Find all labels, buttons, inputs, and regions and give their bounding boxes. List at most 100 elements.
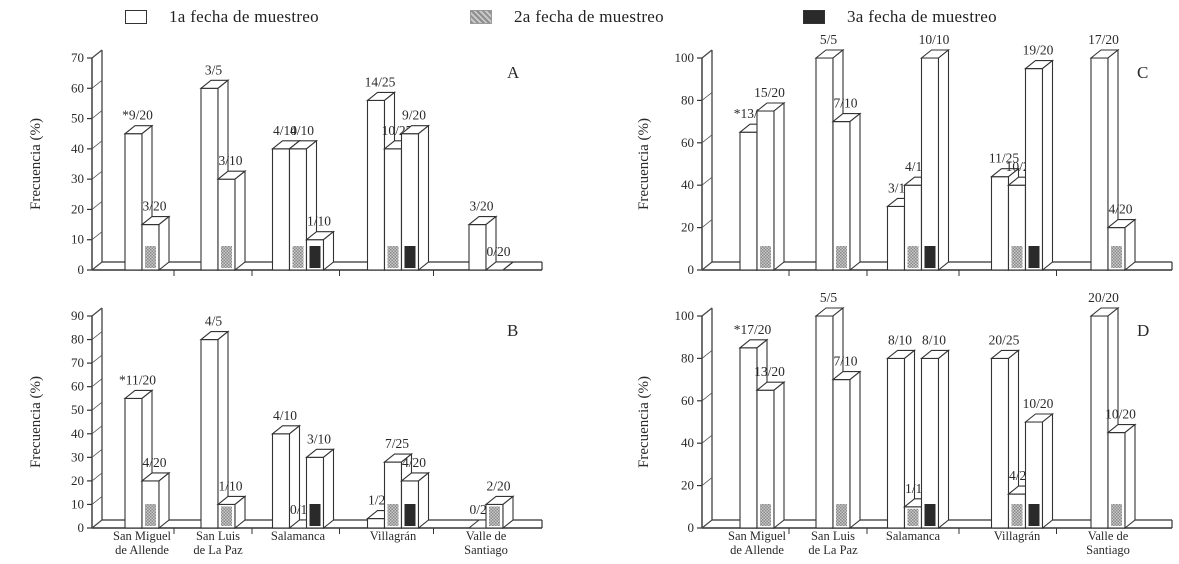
data-label: 0/20 [486,244,510,259]
data-label: 3/20 [469,199,493,214]
bar-marker-black [1028,246,1040,268]
bar-d-3: 8/10 [919,332,951,530]
y-tick-label: 80 [681,350,694,365]
data-label: 9/20 [402,108,426,123]
legend-item-fecha-1: 1a fecha de muestreo [125,7,319,27]
y-tick-label: 80 [71,332,84,347]
y-tick-label: 100 [675,50,695,65]
y-axis-label: Frecuencia (%) [28,118,44,210]
data-label: *11/20 [119,372,156,387]
bar-d-2: 10/20 [1105,407,1137,530]
bar-b-3: 4/20 [399,455,431,530]
bar-marker-gray [1111,246,1122,268]
x-category-label: San Miguel de Allende [113,529,172,557]
chart-panel-d: 0 20 40 60 80 100 Frecuencia (%) D *17/20 13/20 5/… [636,290,1173,557]
data-label: 7/25 [385,436,409,451]
bar-marker-gray [760,504,771,526]
y-tick-depth [91,425,103,435]
panel-letter: D [1137,321,1149,340]
data-label: 7/10 [833,354,857,369]
bar-marker-gray [489,506,500,526]
y-tick-depth [701,92,713,101]
bar-a-3: 1/10 [304,214,336,272]
legend-label: 3a fecha de muestreo [847,7,997,26]
x-category-label: San Miguel de Allende [728,529,787,557]
x-category-label: San Luis de La Paz [808,529,858,557]
y-tick-depth [701,49,713,59]
y-tick-label: 20 [681,478,694,493]
bar-marker-black [1028,504,1040,526]
chart-panel-a: 0 10 20 30 40 50 60 70 Frecuencia (%) A *9/20 3/20 3… [28,49,543,277]
bar-front [815,57,834,271]
bar-a-3: 9/20 [399,108,431,272]
y-tick-depth [701,519,713,529]
legend-label: 2a fecha de muestreo [514,7,664,26]
bar-b-2: 2/20 [484,478,515,530]
bar-marker-gray [387,246,399,268]
x-category-label: Villagrán [370,529,417,543]
data-label: 11/25 [989,151,1019,166]
y-tick-label: 40 [71,426,84,441]
bar-front [271,433,291,529]
bar-d-1: 20/25 [989,332,1021,530]
y-tick-depth [91,401,103,411]
bar-front [1090,57,1109,271]
data-label: 14/25 [365,74,396,89]
bar-side [849,370,861,530]
bar-side [937,48,950,272]
bar-marker-gray [836,246,847,268]
y-tick-depth [701,477,713,486]
legend-item-fecha-3: 3a fecha de muestreo [803,7,997,27]
data-label: 1/10 [307,214,331,229]
bar-c-1: 17/20 [1088,32,1120,272]
bar-side [502,495,514,530]
y-tick-label: 60 [681,393,694,408]
bar-front [920,57,940,271]
y-tick-depth [91,378,103,387]
bar-front [200,339,219,529]
y-tick-label: 20 [71,473,84,488]
data-label: 10/20 [1023,396,1054,411]
y-tick-depth [91,261,103,271]
bar-side [773,101,785,272]
bar-marker-gray [1011,504,1023,526]
y-tick-depth [701,434,713,444]
bar-front [468,224,487,271]
y-tick-depth [701,350,713,359]
y-tick-label: 10 [71,232,84,247]
bar-b-2: 7/25 [382,436,414,530]
y-tick-label: 40 [71,141,84,156]
y-tick-label: 70 [71,50,84,65]
bar-front [990,357,1010,529]
y-tick-depth [91,331,103,340]
y-tick-label: 80 [681,92,694,107]
y-tick-label: 60 [71,80,84,95]
bar-marker-gray [907,508,919,526]
y-tick-depth [91,449,103,458]
y-tick-label: 50 [71,111,84,126]
bar-d-1: 8/10 [885,332,917,530]
bar-marker-gray [145,504,156,526]
data-label: 20/20 [1088,290,1119,305]
chart-panel-b: 0 10 20 30 40 50 60 70 80 90 Frecuencia (%) B *11/20… [28,307,543,557]
bar-side [1124,218,1136,272]
x-category-label: Salamanca [271,529,326,543]
bar-a-1: 3/20 [467,199,498,272]
bar-c-2: 7/10 [831,96,862,272]
bar-side [1124,423,1136,530]
data-label: *17/20 [734,322,772,337]
data-label: 17/20 [1088,32,1119,47]
bar-marker-gray [760,246,771,268]
axis-back-wall [91,308,103,529]
bar-d-2: 13/20 [754,364,786,530]
bar-marker-gray [1011,246,1023,268]
bar-marker-black [404,246,416,268]
legend-swatch-gray [470,10,492,24]
y-axis-label: Frecuencia (%) [636,376,652,468]
data-label: 10/20 [1105,407,1136,422]
bar-side [1041,412,1054,530]
legend-label: 1a fecha de muestreo [169,7,319,26]
y-tick-label: 30 [71,449,84,464]
y-tick-depth [91,140,103,150]
